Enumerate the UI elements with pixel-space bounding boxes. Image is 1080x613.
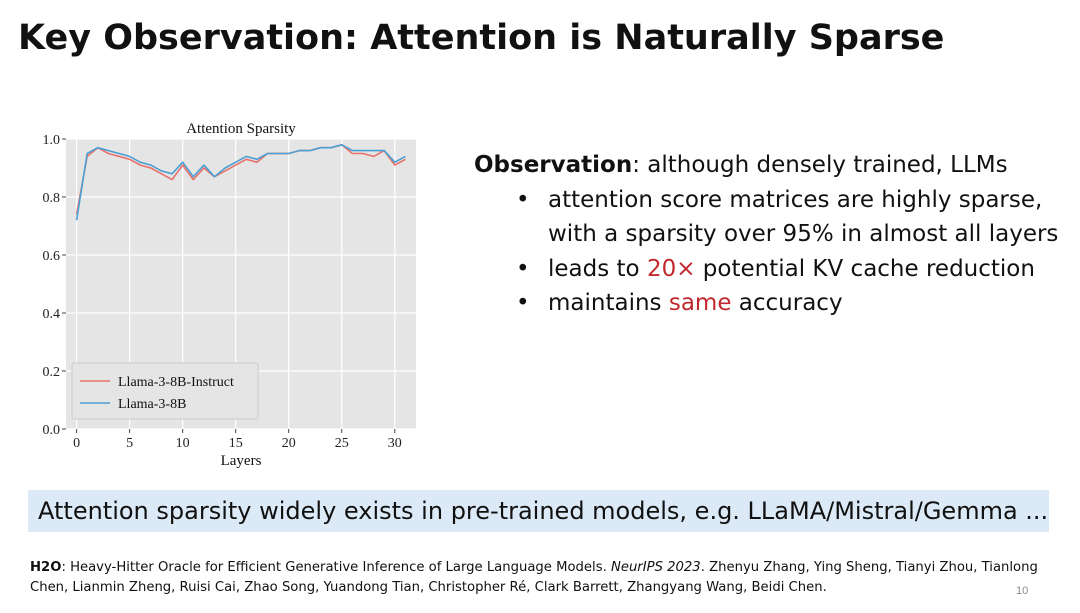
x-tick-label: 20	[282, 436, 296, 451]
observation-block: Observation: although densely trained, L…	[474, 148, 1064, 321]
y-tick-label: 1.0	[43, 133, 61, 148]
x-tick-label: 30	[388, 436, 402, 451]
citation-bold: H2O	[30, 560, 62, 575]
attention-sparsity-chart: 0.0 0.2 0.4 0.6 0.8 1.0 0 5 10 15 20 25 30 Attention …	[43, 121, 416, 469]
observation-heading-rest: : although densely trained, LLMs	[632, 152, 1008, 178]
bullet-text-line1: attention score matrices are highly spar…	[548, 186, 1043, 213]
observation-heading: Observation: although densely trained, L…	[474, 148, 1064, 183]
bullet-highlight: 20×	[646, 255, 696, 282]
bullet-text-pre: leads to	[548, 255, 647, 282]
citation: H2O: Heavy-Hitter Oracle for Efficient G…	[30, 558, 1050, 598]
slide-title: Key Observation: Attention is Naturally …	[18, 18, 945, 58]
citation-venue: NeurIPS 2023	[610, 560, 701, 575]
page-number: 10	[1016, 585, 1029, 597]
x-tick-label: 25	[335, 436, 349, 451]
legend-label: Llama-3-8B-Instruct	[118, 375, 234, 390]
legend-box	[71, 362, 259, 420]
bullet-text-post: accuracy	[731, 290, 843, 316]
bullet-item-sparsity: • attention score matrices are highly sp…	[474, 183, 1064, 252]
observation-bullets: • attention score matrices are highly sp…	[474, 183, 1064, 321]
series-line	[75, 143, 406, 215]
x-axis-label: Layers	[221, 453, 262, 469]
bullet-icon: •	[516, 290, 530, 316]
y-tick-label: 0.4	[43, 307, 61, 322]
citation-text2: . Zhenyu Zhang, Ying Sheng, Tianyi Zhou,…	[30, 560, 1038, 595]
x-tick-label: 0	[73, 436, 80, 451]
observation-label: Observation	[474, 152, 633, 178]
bullet-icon: •	[516, 186, 530, 213]
bullet-text-line2: with a sparsity over 95% in almost all l…	[548, 221, 1059, 247]
bullet-text-pre: maintains	[548, 290, 669, 316]
y-tick-label: 0.0	[43, 423, 61, 438]
series-line	[75, 143, 406, 221]
bullet-text-post: potential KV cache reduction	[695, 255, 1035, 282]
y-tick-label: 0.2	[43, 365, 61, 380]
summary-banner: Attention sparsity widely exists in pre-…	[28, 490, 1049, 532]
y-tick-label: 0.8	[43, 191, 61, 206]
x-tick-label: 5	[126, 436, 133, 451]
x-tick-label: 15	[229, 436, 243, 451]
x-tick-label: 10	[176, 436, 190, 451]
y-tick-label: 0.6	[43, 249, 61, 264]
citation-text1: : Heavy-Hitter Oracle for Efficient Gene…	[61, 560, 611, 575]
bullet-highlight: same	[668, 290, 732, 316]
chart-title: Attention Sparsity	[186, 121, 296, 137]
bullet-icon: •	[516, 255, 530, 282]
bullet-item-accuracy: • maintains same accuracy	[474, 286, 1064, 321]
bullet-item-kv-cache: • leads to 20× potential KV cache reduct…	[474, 252, 1064, 287]
legend-label: Llama-3-8B	[118, 397, 186, 412]
